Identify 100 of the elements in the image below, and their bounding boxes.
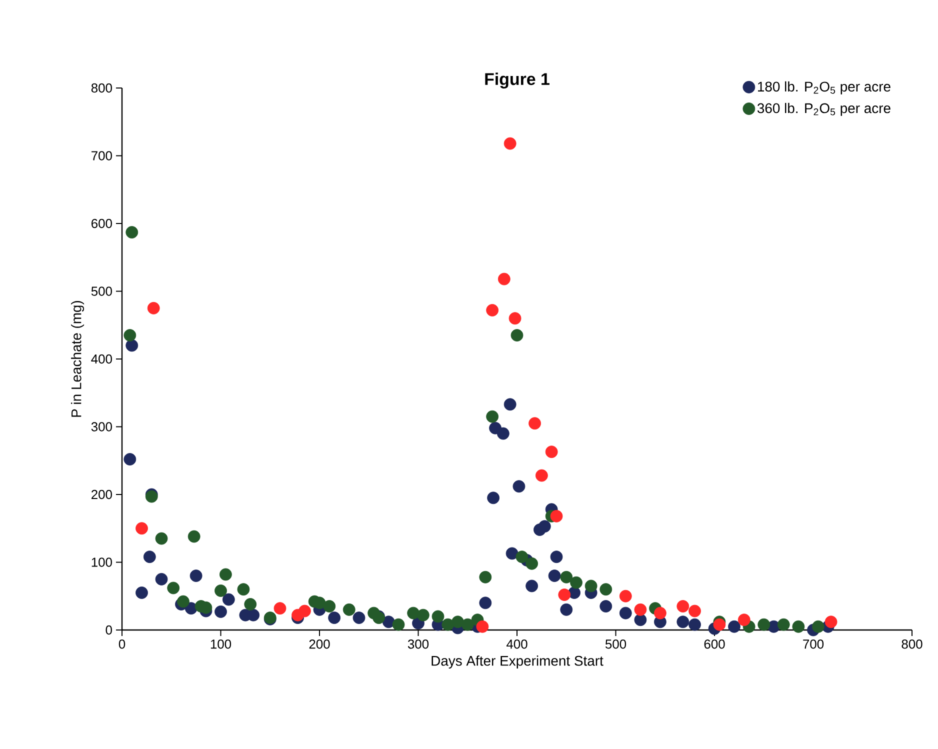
x-tick-label: 100 (210, 640, 232, 649)
legend-label: 180 lb. P$_{2}$O$_{5}$ per acre (758, 81, 890, 94)
point (510, 329, 524, 342)
x-tick-label: 200 (309, 640, 330, 649)
point (496, 427, 510, 440)
point (479, 570, 492, 584)
point (600, 583, 612, 596)
point (728, 620, 740, 633)
chart-title: Figure 1 (485, 72, 550, 88)
point (442, 618, 454, 631)
point (328, 612, 341, 624)
point (634, 614, 647, 626)
point (214, 584, 227, 597)
point (506, 547, 518, 560)
point (654, 606, 666, 620)
point (558, 588, 571, 601)
point (219, 568, 232, 581)
point (508, 312, 522, 325)
point (222, 593, 235, 606)
point (560, 603, 573, 616)
point (126, 226, 138, 238)
point (619, 590, 632, 602)
point (237, 583, 250, 596)
point (676, 616, 690, 628)
point (777, 618, 790, 631)
point (177, 595, 190, 608)
point (214, 606, 227, 618)
y-tick-label: 500 (91, 286, 112, 296)
y-tick-label: 600 (92, 218, 112, 228)
point (244, 598, 257, 610)
legend-label: 360 lb. P$_{2}$O$_{5}$ per acre (757, 102, 890, 116)
point (504, 398, 516, 411)
point (432, 610, 444, 623)
point (479, 596, 492, 610)
y-tick-label: 200 (92, 490, 112, 500)
point (535, 469, 548, 482)
point (548, 570, 561, 582)
point (758, 618, 770, 631)
point (323, 600, 336, 612)
y-tick-label: 100 (92, 558, 112, 567)
point (155, 572, 168, 586)
point (147, 302, 160, 314)
point (461, 618, 474, 631)
point (274, 602, 286, 615)
point (190, 570, 202, 582)
y-tick-label: 400 (91, 354, 112, 364)
point (824, 616, 838, 628)
point (298, 604, 311, 618)
point (545, 446, 558, 458)
x-axis-title: Days After Experiment Start (432, 656, 604, 669)
x-tick-label: 700 (803, 640, 824, 649)
point (550, 510, 563, 522)
point (476, 620, 489, 633)
point (538, 520, 551, 533)
y-tick-label: 300 (91, 422, 112, 432)
point (619, 606, 632, 620)
point (136, 522, 148, 535)
x-tick-label: 500 (605, 640, 626, 649)
point (188, 530, 200, 543)
point (738, 614, 750, 626)
point (143, 550, 156, 564)
point (126, 339, 138, 352)
point (416, 608, 430, 622)
point (486, 410, 499, 423)
point (487, 492, 500, 504)
point (342, 603, 356, 616)
point (688, 618, 701, 631)
point (812, 620, 824, 633)
point (504, 137, 516, 150)
point (550, 550, 563, 564)
point (526, 557, 538, 570)
point (124, 453, 136, 466)
point (392, 618, 405, 631)
point (676, 600, 690, 612)
point (528, 417, 541, 430)
point (526, 580, 538, 592)
x-tick-label: 400 (506, 640, 528, 649)
point (634, 603, 647, 616)
x-tick-label: 0 (118, 640, 126, 649)
point (560, 570, 573, 584)
point (584, 580, 598, 592)
point (486, 304, 499, 316)
y-tick-label: 0 (106, 625, 112, 635)
x-tick-label: 600 (704, 640, 725, 649)
point (155, 532, 168, 545)
point (570, 576, 582, 589)
point (792, 620, 805, 633)
y-tick-label: 800 (91, 83, 112, 93)
point (498, 272, 510, 286)
point (167, 582, 180, 594)
point (124, 329, 136, 342)
x-tick-label: 300 (408, 640, 429, 649)
point (688, 604, 701, 618)
point (512, 480, 526, 493)
y-tick-label: 700 (92, 151, 112, 160)
point (516, 550, 528, 564)
y-axis-title: P in Leachate (mg) (71, 300, 84, 417)
x-tick-label: 800 (902, 640, 922, 649)
point (600, 600, 612, 612)
point (713, 618, 726, 631)
